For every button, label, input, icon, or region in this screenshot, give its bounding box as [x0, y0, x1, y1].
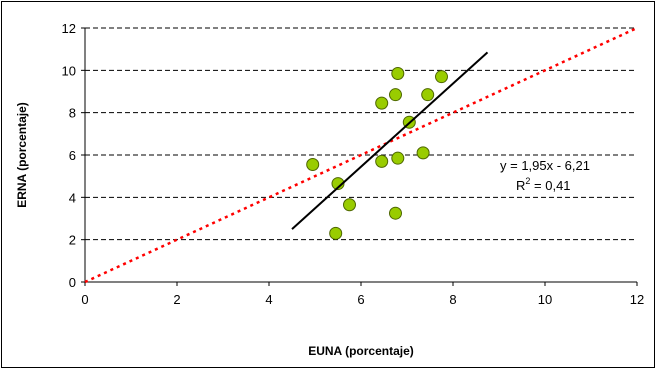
reference-line	[84, 26, 638, 284]
r-squared-symbol: R	[516, 178, 525, 193]
y-axis-title: ERNA (porcentaje)	[15, 102, 29, 208]
y-tick-label: 12	[62, 21, 76, 36]
y-tick-label: 8	[69, 106, 76, 121]
grid-lines	[85, 27, 637, 241]
data-points	[306, 67, 448, 240]
data-point	[375, 154, 389, 168]
trendline-layer	[291, 51, 489, 230]
y-tick-label: 10	[62, 63, 76, 78]
data-point	[389, 88, 402, 102]
data-point	[329, 226, 343, 240]
data-point	[391, 67, 405, 81]
data-point	[389, 206, 402, 220]
axes	[81, 27, 638, 286]
x-tick-label: 8	[449, 292, 456, 307]
data-point	[416, 146, 430, 160]
data-point	[391, 151, 405, 165]
x-tick-label: 6	[357, 292, 364, 307]
data-point	[435, 70, 448, 84]
tick-labels: 0 2 4 6 8 10 12 0 2 4 6 8 10 12	[62, 21, 645, 307]
y-tick-label: 4	[69, 190, 76, 205]
trendline-equation: y = 1,95x - 6,21	[500, 158, 590, 173]
x-axis-title: EUNA (porcentaje)	[308, 344, 414, 358]
y-tick-label: 0	[69, 275, 76, 290]
data-point	[306, 158, 320, 172]
reference-line-layer	[84, 26, 638, 284]
x-tick-label: 12	[630, 292, 644, 307]
r-squared-label: R2 = 0,41	[516, 176, 571, 193]
y-tick-label: 2	[69, 233, 76, 248]
r-squared-value: = 0,41	[530, 178, 570, 193]
x-tick-label: 4	[265, 292, 272, 307]
trendline	[291, 51, 489, 230]
x-tick-label: 10	[538, 292, 552, 307]
r-squared-exponent: 2	[525, 176, 530, 186]
data-point	[375, 96, 389, 110]
y-tick-label: 6	[69, 148, 76, 163]
data-point	[421, 88, 435, 102]
data-point	[343, 198, 356, 212]
x-tick-label: 2	[173, 292, 180, 307]
data-point	[331, 177, 345, 191]
x-tick-label: 0	[81, 292, 88, 307]
